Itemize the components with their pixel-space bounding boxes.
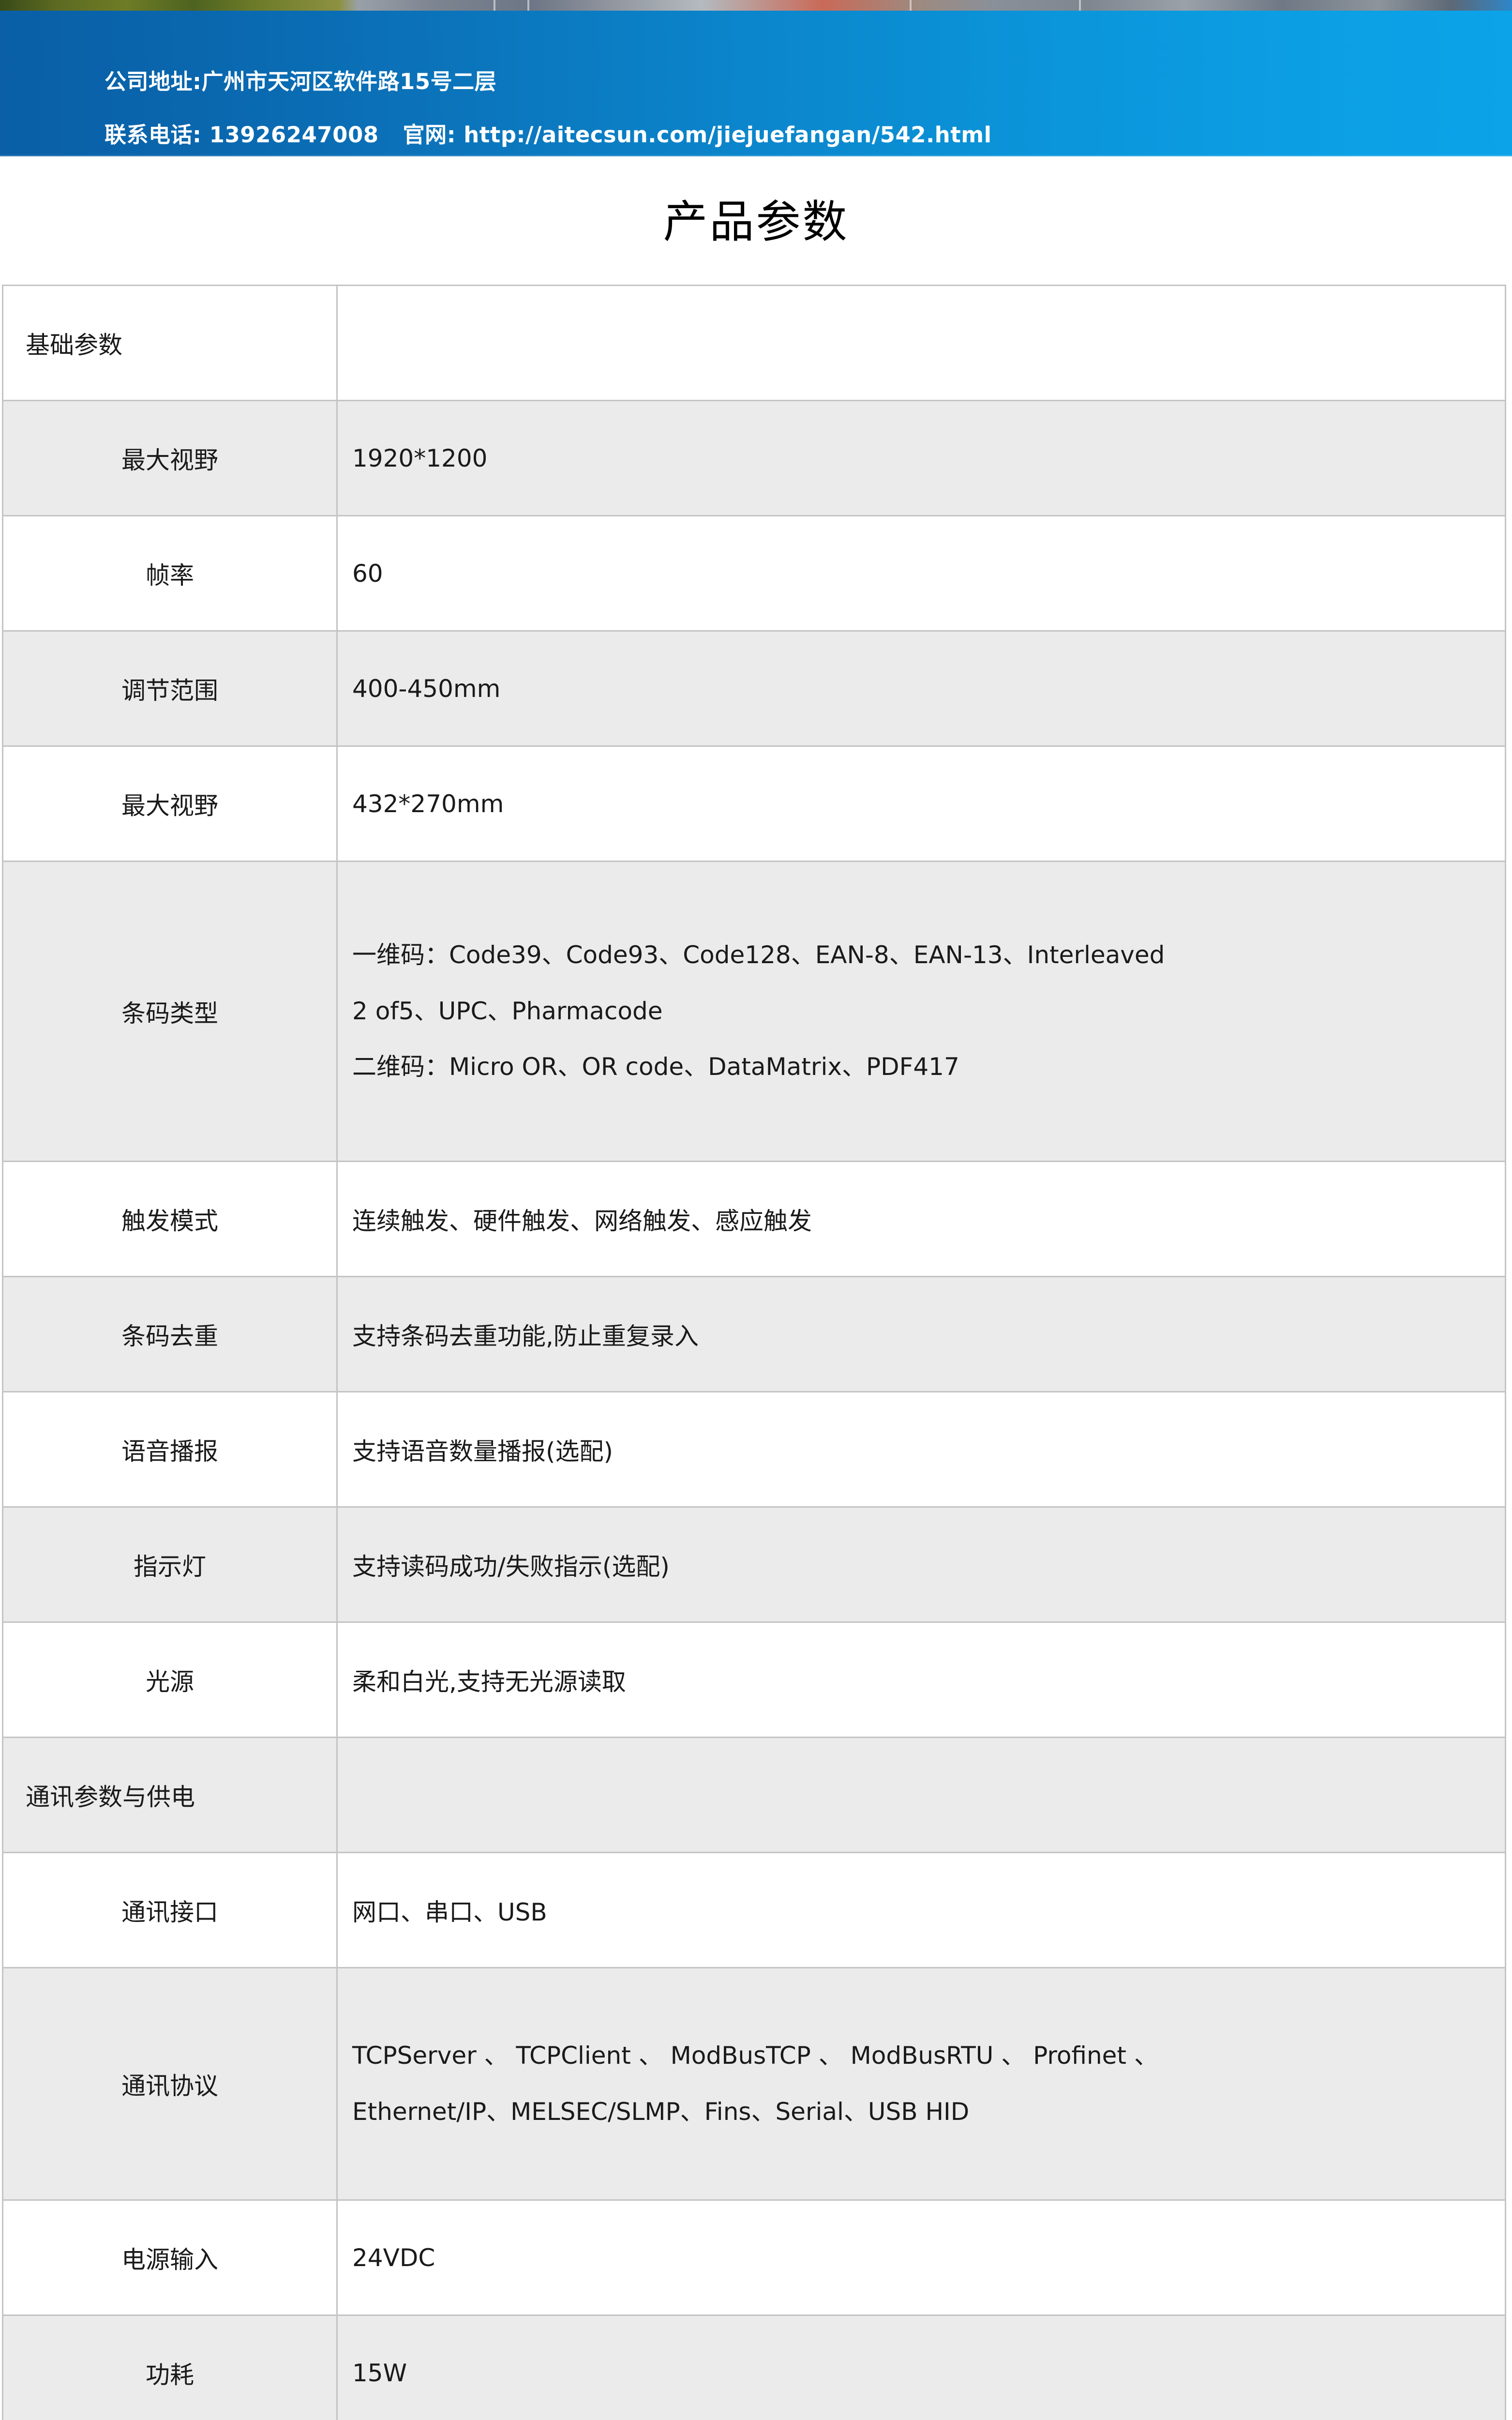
barcode-2d-line: 二维码：Micro OR、OR code、DataMatrix、PDF417 [352,1053,959,1081]
website-text: 官网: http://aitecsun.com/jiejuefangan/542… [403,122,992,148]
row-label: 最大视野 [2,745,338,862]
row-label: 通讯协议 [2,1967,338,2201]
company-address-line: 公司地址:广州市天河区软件路15号二层 [105,69,497,94]
row-value [336,1737,1506,1853]
row-value: 连续触发、硬件触发、网络触发、感应触发 [336,1161,1506,1277]
phone-text: 联系电话: 13926247008 [105,122,379,148]
row-value [336,285,1506,401]
row-value: 432*270mm [336,745,1506,862]
decorative-photo-strip [0,0,1512,11]
row-value: 1920*1200 [336,400,1506,516]
table-row-light-source: 光源 柔和白光,支持无光源读取 [2,1621,1506,1738]
table-row-adjust-range: 调节范围 400-450mm [2,630,1506,747]
table-row-voice-broadcast: 语音播报 支持语音数量播报(选配) [2,1391,1506,1508]
row-label: 条码类型 [2,861,338,1162]
contact-banner: 公司地址:广州市天河区软件路15号二层 联系电话: 13926247008 官网:… [0,11,1512,156]
row-label: 通讯参数与供电 [2,1737,338,1853]
row-label: 通讯接口 [2,1852,338,1968]
row-value: TCPServer 、 TCPClient 、 ModBusTCP 、 ModB… [336,1967,1506,2201]
table-row-indicator-light: 指示灯 支持读码成功/失败指示(选配) [2,1506,1506,1623]
product-spec-table: 基础参数 最大视野 1920*1200 帧率 60 调节范围 400-450mm… [2,285,1506,2420]
row-value: 支持读码成功/失败指示(选配) [336,1506,1506,1623]
row-label: 语音播报 [2,1391,338,1508]
table-row-power-consumption: 功耗 15W [2,2314,1506,2420]
page-title: 产品参数 [663,196,849,248]
table-row-max-fov-res: 最大视野 1920*1200 [2,400,1506,516]
row-label: 最大视野 [2,400,338,516]
contact-info-line: 联系电话: 13926247008 官网: http://aitecsun.com… [105,117,992,149]
row-value: 24VDC [336,2199,1506,2316]
barcode-1d-line: 一维码：Code39、Code93、Code128、EAN-8、EAN-13、I… [352,941,1165,969]
row-label: 调节范围 [2,630,338,747]
row-label: 电源输入 [2,2199,338,2316]
row-value: 15W [336,2314,1506,2420]
barcode-1d-line-cont: 2 of5、UPC、Pharmacode [352,997,663,1025]
row-value: 60 [336,515,1506,632]
table-row-section-comm: 通讯参数与供电 [2,1737,1506,1853]
table-row-frame-rate: 帧率 60 [2,515,1506,632]
table-row-power-input: 电源输入 24VDC [2,2199,1506,2316]
row-label: 帧率 [2,515,338,632]
table-row-section-basic: 基础参数 [2,285,1506,401]
table-row-barcode-dedup: 条码去重 支持条码去重功能,防止重复录入 [2,1276,1506,1392]
row-value: 柔和白光,支持无光源读取 [336,1621,1506,1738]
row-label: 基础参数 [2,285,338,401]
row-label: 光源 [2,1621,338,1738]
row-label: 条码去重 [2,1276,338,1392]
row-value: 网口、串口、USB [336,1852,1506,1968]
row-value: 支持语音数量播报(选配) [336,1391,1506,1508]
table-row-comm-interface: 通讯接口 网口、串口、USB [2,1852,1506,1968]
table-row-trigger-mode: 触发模式 连续触发、硬件触发、网络触发、感应触发 [2,1161,1506,1277]
protocol-line-1: TCPServer 、 TCPClient 、 ModBusTCP 、 ModB… [352,2042,1158,2070]
row-value: 400-450mm [336,630,1506,747]
row-value: 一维码：Code39、Code93、Code128、EAN-8、EAN-13、I… [336,861,1506,1162]
row-label: 触发模式 [2,1161,338,1277]
table-row-comm-protocol: 通讯协议 TCPServer 、 TCPClient 、 ModBusTCP 、… [2,1967,1506,2201]
row-value: 支持条码去重功能,防止重复录入 [336,1276,1506,1392]
table-row-max-fov-mm: 最大视野 432*270mm [2,745,1506,862]
protocol-line-2: Ethernet/IP、MELSEC/SLMP、Fins、Serial、USB … [352,2097,970,2126]
table-row-barcode-types: 条码类型 一维码：Code39、Code93、Code128、EAN-8、EAN… [2,861,1506,1162]
row-label: 功耗 [2,2314,338,2420]
row-label: 指示灯 [2,1506,338,1623]
